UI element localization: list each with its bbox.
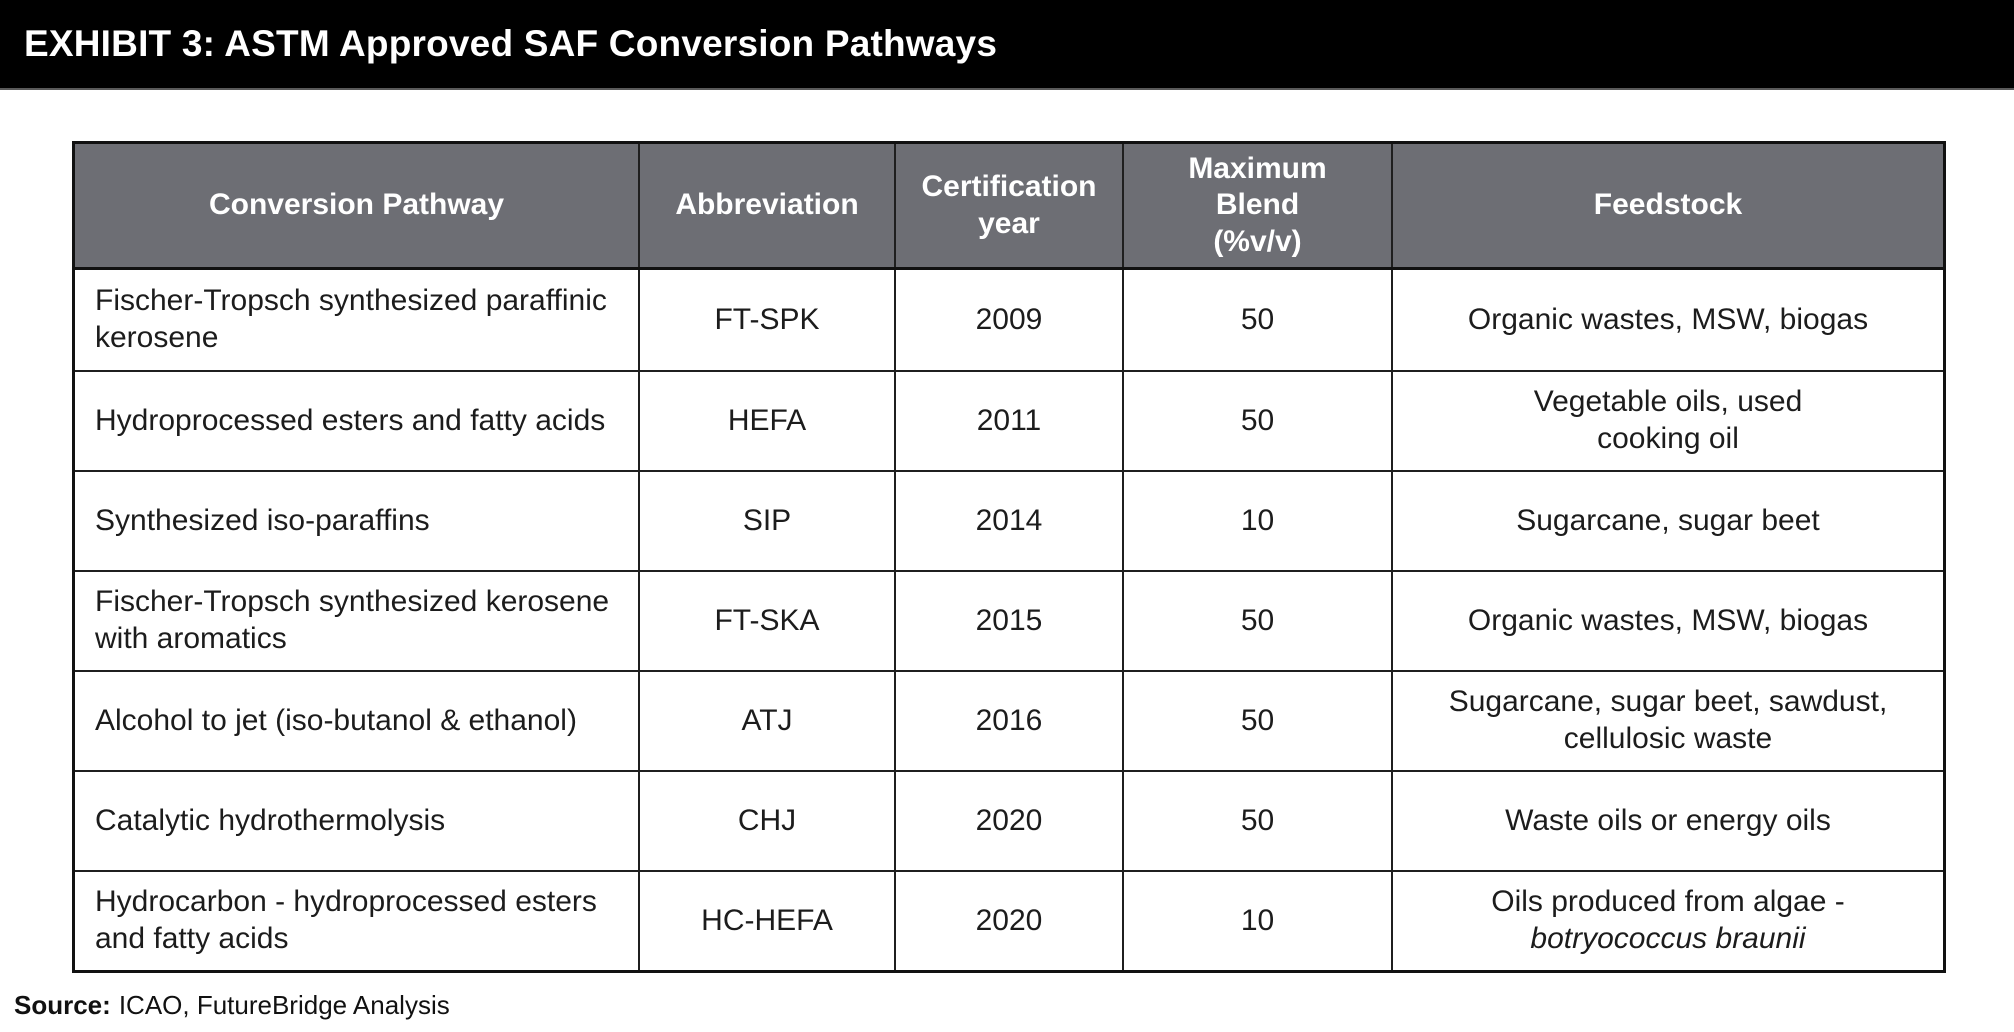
- cell-max-blend: 10: [1124, 472, 1393, 570]
- source-label: Source:: [14, 990, 111, 1020]
- cell-abbreviation: FT-SPK: [640, 270, 896, 370]
- table-row: Fischer-Tropsch synthesized kerosene wit…: [75, 570, 1943, 670]
- cell-max-blend: 10: [1124, 872, 1393, 970]
- table-row: Fischer-Tropsch synthesized paraffinic k…: [75, 270, 1943, 370]
- cell-feedstock: Sugarcane, sugar beet: [1516, 503, 1820, 537]
- cell-max-blend: 50: [1124, 572, 1393, 670]
- cell-conversion-pathway: Synthesized iso-paraffins: [75, 472, 640, 570]
- column-header-certification-year: Certification year: [896, 144, 1124, 267]
- cell-conversion-pathway: Fischer-Tropsch synthesized kerosene wit…: [75, 572, 640, 670]
- cell-max-blend: 50: [1124, 772, 1393, 870]
- cell-abbreviation: HC-HEFA: [640, 872, 896, 970]
- cell-certification-year: 2009: [896, 270, 1124, 370]
- cell-feedstock: Vegetable oils, used cooking oil: [1533, 385, 1803, 455]
- cell-certification-year: 2016: [896, 672, 1124, 770]
- cell-max-blend: 50: [1124, 672, 1393, 770]
- exhibit-title-bar: EXHIBIT 3: ASTM Approved SAF Conversion …: [0, 0, 2014, 90]
- cell-conversion-pathway: Hydroprocessed esters and fatty acids: [75, 372, 640, 470]
- cell-conversion-pathway: Hydrocarbon - hydroprocessed esters and …: [75, 872, 640, 970]
- cell-certification-year: 2014: [896, 472, 1124, 570]
- cell-certification-year: 2011: [896, 372, 1124, 470]
- cell-feedstock: Organic wastes, MSW, biogas: [1467, 302, 1869, 336]
- cell-max-blend: 50: [1124, 372, 1393, 470]
- cell-certification-year: 2020: [896, 872, 1124, 970]
- table-row: Alcohol to jet (iso-butanol & ethanol) A…: [75, 670, 1943, 770]
- cell-abbreviation: SIP: [640, 472, 896, 570]
- table-row: Hydrocarbon - hydroprocessed esters and …: [75, 870, 1943, 970]
- table-row: Hydroprocessed esters and fatty acids HE…: [75, 370, 1943, 470]
- cell-feedstock: Sugarcane, sugar beet, sawdust, cellulos…: [1448, 685, 1888, 755]
- cell-certification-year: 2020: [896, 772, 1124, 870]
- cell-conversion-pathway: Catalytic hydrothermolysis: [75, 772, 640, 870]
- cell-feedstock-text: Oils produced from algae - botryococcus b…: [1491, 884, 1845, 957]
- source-text: ICAO, FutureBridge Analysis: [118, 990, 450, 1020]
- feedstock-species-name: botryococcus braunii: [1530, 922, 1806, 955]
- column-header-maximum-blend: Maximum Blend (%v/v): [1124, 144, 1393, 267]
- cell-conversion-pathway: Fischer-Tropsch synthesized paraffinic k…: [75, 270, 640, 370]
- cell-abbreviation: ATJ: [640, 672, 896, 770]
- feedstock-normal-text: Oils produced from algae -: [1491, 885, 1845, 919]
- saf-pathways-table: Conversion Pathway Abbreviation Certific…: [72, 141, 1946, 973]
- cell-feedstock: Organic wastes, MSW, biogas: [1467, 603, 1869, 637]
- cell-conversion-pathway: Alcohol to jet (iso-butanol & ethanol): [75, 672, 640, 770]
- column-header-feedstock: Feedstock: [1593, 188, 1743, 222]
- table-row: Synthesized iso-paraffins SIP 2014 10 Su…: [75, 470, 1943, 570]
- cell-feedstock: Waste oils or energy oils: [1505, 803, 1831, 837]
- cell-abbreviation: HEFA: [640, 372, 896, 470]
- table-header-row: Conversion Pathway Abbreviation Certific…: [75, 144, 1943, 270]
- cell-abbreviation: CHJ: [640, 772, 896, 870]
- table-row: Catalytic hydrothermolysis CHJ 2020 50 W…: [75, 770, 1943, 870]
- column-header-conversion-pathway: Conversion Pathway: [75, 144, 640, 267]
- exhibit-title: EXHIBIT 3: ASTM Approved SAF Conversion …: [24, 23, 998, 64]
- column-header-abbreviation: Abbreviation: [640, 144, 896, 267]
- cell-abbreviation: FT-SKA: [640, 572, 896, 670]
- cell-max-blend: 50: [1124, 270, 1393, 370]
- source-note: Source: ICAO, FutureBridge Analysis: [14, 990, 450, 1021]
- cell-feedstock: Oils produced from algae - botryococcus b…: [1393, 872, 1943, 970]
- cell-certification-year: 2015: [896, 572, 1124, 670]
